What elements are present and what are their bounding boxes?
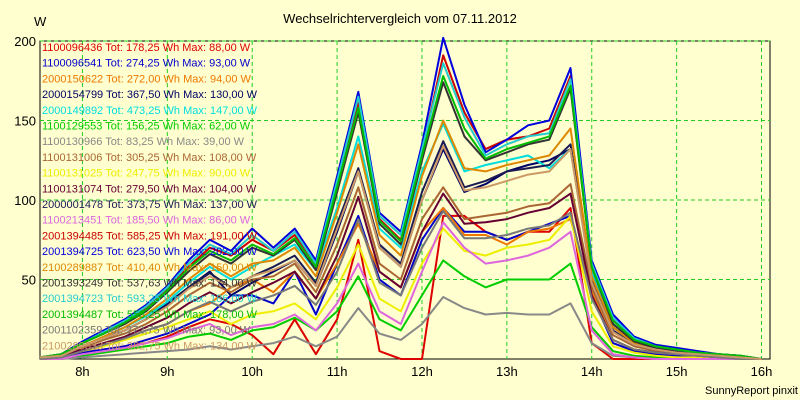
legend-entry-18: 2001102359 Tot: 272,75 Wh Max: 93,00 W: [42, 325, 251, 337]
y-tick-label: 50: [22, 273, 36, 288]
legend-entry-2: 2000150622 Tot: 272,00 Wh Max: 94,00 W: [42, 73, 252, 85]
x-tick-label: 16h: [751, 364, 773, 379]
legend-entry-7: 1100131006 Tot: 305,25 Wh Max: 108,00 W: [42, 152, 257, 164]
series-line-8: [39, 214, 762, 360]
tick-labels-layer: 8h 9h 10h 11h 12h 13h 14h 15h 16h 50 100 150 200: [14, 34, 772, 379]
legend-entry-12: 2001394485 Tot: 585,25 Wh Max: 191,00 W: [42, 230, 258, 242]
footer-credit: SunnyReport pinxit: [705, 385, 798, 397]
legend-entry-13: 2001394725 Tot: 623,50 Wh Max: 202,00 W: [42, 246, 258, 258]
x-tick-label: 8h: [75, 364, 89, 379]
legend-entry-3: 2000154799 Tot: 367,50 Wh Max: 130,00 W: [42, 89, 258, 101]
x-tick-label: 14h: [581, 364, 603, 379]
grid-layer: [40, 40, 770, 359]
legend: 1100096436 Tot: 178,25 Wh Max: 88,00 W 11…: [42, 42, 258, 352]
series-line-0: [40, 207, 762, 360]
series-line-16: [39, 62, 762, 360]
legend-entry-9: 1100131074 Tot: 279,50 Wh Max: 104,00 W: [42, 183, 257, 195]
y-tick-label: 100: [14, 193, 36, 208]
series-line-15: [39, 81, 762, 360]
legend-entry-11: 1100213451 Tot: 185,50 Wh Max: 86,00 W: [42, 215, 251, 227]
series-line-7: [39, 183, 762, 360]
x-tick-label: 9h: [160, 364, 174, 379]
x-tick-label: 15h: [666, 364, 688, 379]
legend-entry-10: 2000001478 Tot: 373,75 Wh Max: 137,00 W: [42, 199, 258, 211]
series-line-14: [39, 119, 762, 360]
y-tick-label: 150: [14, 114, 36, 129]
legend-entry-15: 2001393249 Tot: 537,63 Wh Max: 174,00 W: [42, 278, 258, 290]
legend-entry-14: 2100289887 Tot: 410,40 Wh Max: 150,00 W: [42, 262, 258, 274]
legend-entry-0: 1100096436 Tot: 178,25 Wh Max: 88,00 W: [42, 42, 251, 54]
y-axis-label: W: [34, 14, 47, 29]
x-tick-label: 10h: [241, 364, 263, 379]
series-lines-layer: [39, 36, 762, 360]
legend-entry-5: 1100129553 Tot: 156,25 Wh Max: 62,00 W: [42, 121, 251, 133]
series-line-18: [39, 210, 762, 360]
legend-entry-1: 1100096541 Tot: 274,25 Wh Max: 93,00 W: [42, 58, 251, 70]
series-line-11: [40, 221, 762, 360]
x-tick-label: 11h: [327, 364, 348, 379]
series-line-19: [39, 144, 762, 360]
legend-entry-19: 2100289833 Tot: 362,75 Wh Max: 134,00 W: [42, 340, 258, 352]
legend-entry-17: 2001394487 Tot: 558,25 Wh Max: 178,00 W: [42, 309, 258, 321]
x-tick-label: 13h: [496, 364, 518, 379]
legend-entry-16: 2001394723 Tot: 593,25 Wh Max: 186,00 W: [42, 293, 258, 305]
series-line-5: [40, 259, 762, 360]
legend-entry-6: 1100130966 Tot: 83,25 Wh Max: 39,00 W: [42, 136, 245, 148]
legend-entry-8: 1100131025 Tot: 247,75 Wh Max: 90,00 W: [42, 168, 251, 180]
legend-entry-4: 2000149892 Tot: 473,25 Wh Max: 147,00 W: [42, 105, 258, 117]
series-line-17: [39, 75, 762, 360]
y-tick-label: 200: [14, 34, 36, 49]
chart-title: Wechselrichtervergleich vom 07.11.2012: [283, 11, 517, 26]
x-tick-label: 12h: [411, 364, 433, 379]
